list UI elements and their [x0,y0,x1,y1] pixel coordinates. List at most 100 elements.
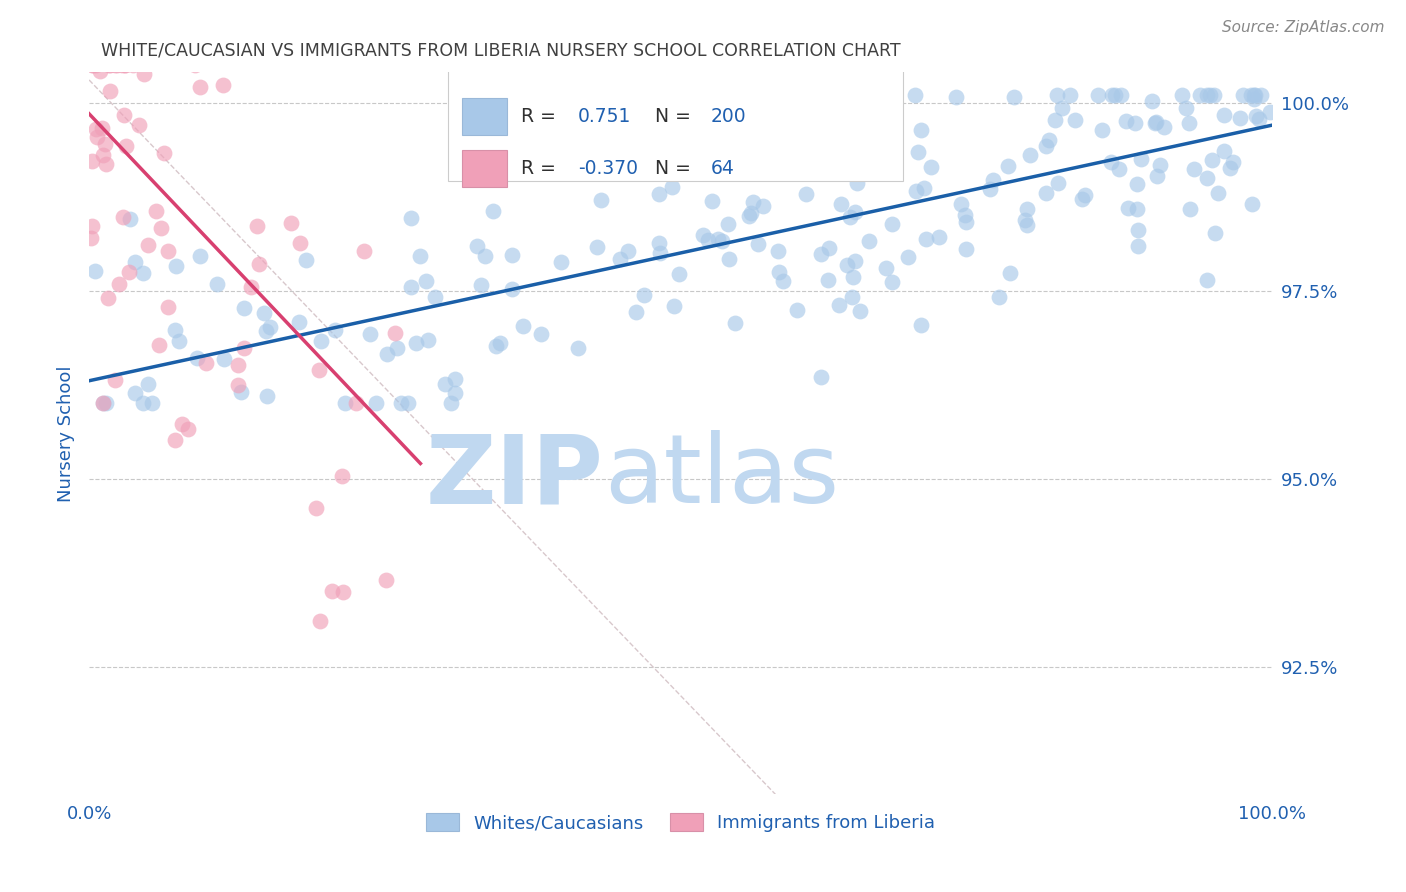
Point [1116,202,1139,216]
Point [408,249,430,263]
Point [97,292,120,306]
Point [1099,155,1122,169]
Point [259,319,281,334]
Point [157,244,180,259]
Point [444,372,467,386]
Point [247,257,270,271]
Point [1019,148,1042,162]
Point [118,265,141,279]
Point [512,318,534,333]
Point [810,246,832,260]
Point [104,58,127,72]
Point [981,173,1004,187]
Point [226,378,249,392]
Point [375,347,398,361]
Point [751,199,773,213]
Point [294,252,316,267]
Point [1219,161,1241,175]
Point [1035,186,1057,200]
Point [141,396,163,410]
Point [188,249,211,263]
Point [384,326,406,340]
Point [501,282,523,296]
Point [311,334,333,348]
Point [740,206,762,220]
Point [897,250,920,264]
Point [756,142,779,156]
Point [818,241,841,255]
Text: R =: R = [522,107,555,126]
Point [482,203,505,218]
Point [325,323,347,337]
Point [747,236,769,251]
Point [810,370,832,384]
Point [1046,87,1069,102]
Point [114,58,136,72]
Point [828,298,851,312]
Point [308,614,330,628]
Point [246,219,269,233]
Point [167,334,190,348]
Point [120,212,142,227]
Point [132,266,155,280]
Point [423,290,446,304]
Point [589,193,612,207]
Point [912,181,935,195]
Point [287,315,309,329]
Point [82,58,104,72]
Point [738,209,761,223]
Point [1129,152,1152,166]
Point [1153,120,1175,134]
Point [1178,115,1201,129]
Point [742,195,765,210]
Point [1074,188,1097,202]
Point [786,303,808,318]
Point [186,351,208,366]
Point [1014,213,1036,227]
Point [93,137,115,152]
Point [1197,171,1219,186]
Point [664,299,686,313]
Point [914,232,936,246]
Point [1059,87,1081,102]
Point [717,217,740,231]
Point [953,208,976,222]
Point [849,303,872,318]
Point [707,232,730,246]
Text: -0.370: -0.370 [578,159,638,178]
Point [1197,87,1219,102]
Point [1243,87,1265,102]
Point [1140,94,1163,108]
Point [609,252,631,267]
Point [710,234,733,248]
Point [1015,202,1038,216]
Point [128,118,150,132]
Point [205,277,228,292]
FancyBboxPatch shape [461,150,506,187]
Point [439,396,461,410]
Point [658,130,681,145]
Point [770,87,793,102]
Point [98,58,121,72]
Point [724,316,747,330]
Point [330,468,353,483]
Point [955,214,977,228]
Point [288,235,311,250]
Point [1108,162,1130,177]
Point [817,273,839,287]
Point [1198,87,1220,102]
Point [920,160,942,174]
Point [89,64,111,78]
Point [91,396,114,410]
Point [1070,192,1092,206]
Point [1188,87,1211,102]
Point [396,396,419,410]
Point [702,194,724,208]
Point [98,58,121,72]
Point [1250,87,1272,102]
Point [239,280,262,294]
Point [1182,162,1205,177]
Point [105,58,128,72]
Legend: Whites/Caucasians, Immigrants from Liberia: Whites/Caucasians, Immigrants from Liber… [419,805,942,839]
Point [1104,87,1126,102]
